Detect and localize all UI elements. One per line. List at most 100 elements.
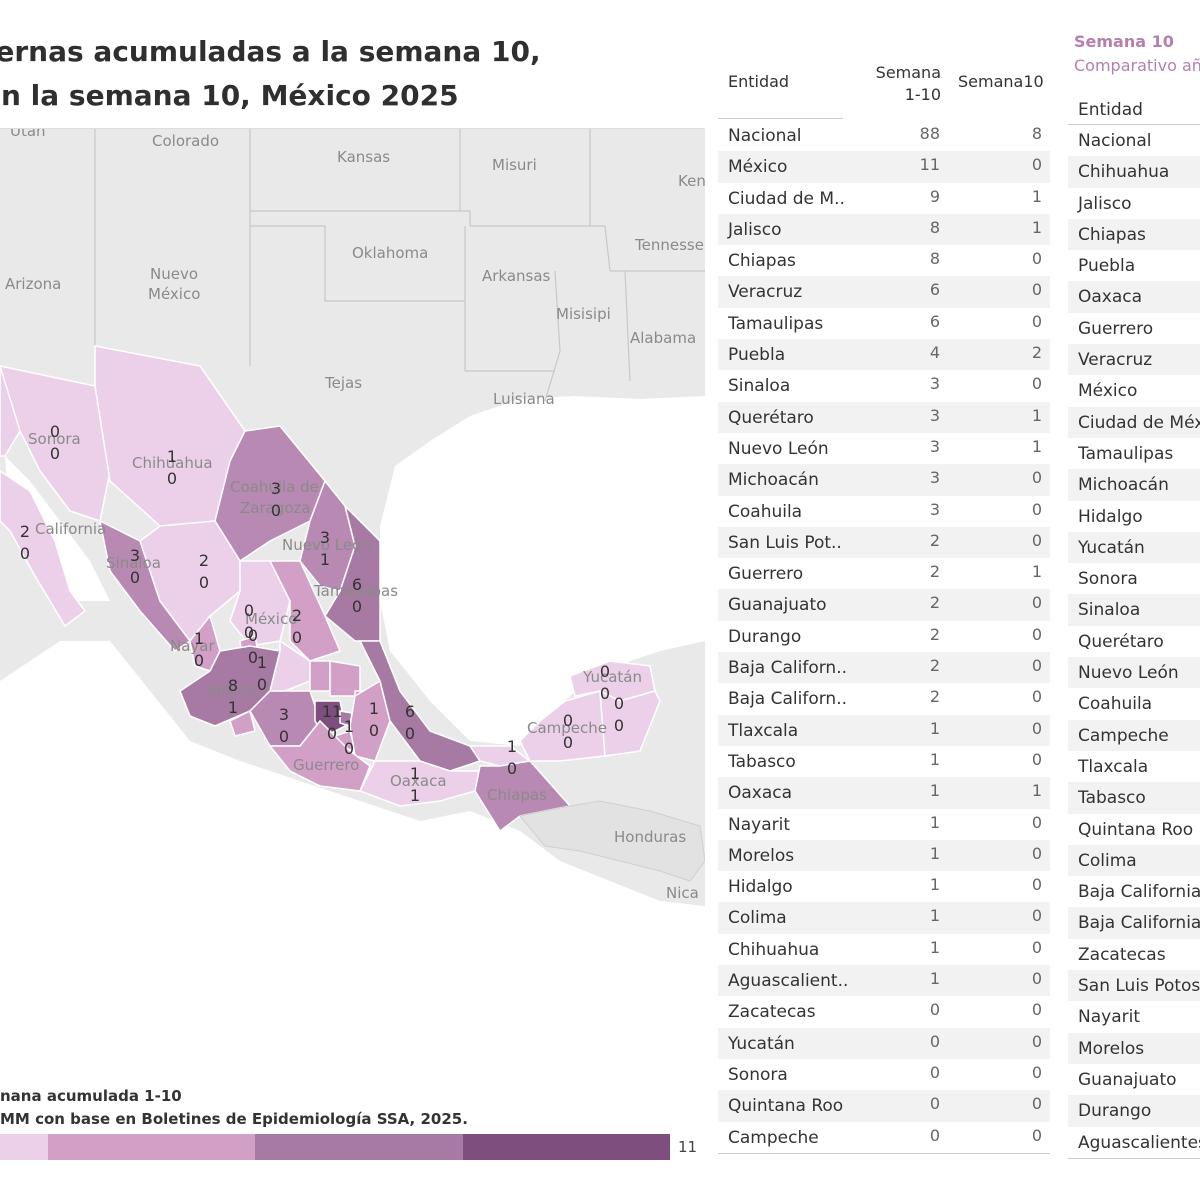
table-row[interactable]: México 11 0 (718, 151, 1050, 183)
table-row[interactable]: Morelos 1 0 (718, 839, 1050, 872)
table-row[interactable]: Nuevo León 3 1 (718, 433, 1050, 464)
comparison-row[interactable]: Querétaro (1068, 626, 1200, 657)
comparison-row-entity: Tamaulipas (1078, 443, 1174, 464)
comparison-row[interactable]: Hidalgo (1068, 501, 1200, 532)
comparison-row[interactable]: Tabasco (1068, 782, 1200, 814)
comparison-entity-header[interactable]: Entidad (1078, 100, 1143, 120)
comparison-row[interactable]: Campeche (1068, 719, 1200, 751)
choropleth-map[interactable]: Utah Colorado Kansas Misuri Ken Oklahoma Tenne… (0, 128, 705, 1064)
table-row[interactable]: Yucatán 0 0 (718, 1027, 1050, 1059)
table-row[interactable]: Sonora 0 0 (718, 1059, 1050, 1090)
comparison-row[interactable]: Ciudad de Méxi (1068, 406, 1200, 438)
state-value-sem10: 0 (327, 724, 337, 743)
state-quintana-roo[interactable] (599, 689, 661, 757)
comparison-row[interactable]: Coahuila (1068, 688, 1200, 719)
table-row[interactable]: Guanajuato 2 0 (718, 589, 1050, 621)
map-region-label: Misisipi (556, 305, 611, 323)
comparison-row-entity: Oaxaca (1078, 287, 1143, 308)
state-baja-california-sur[interactable] (0, 470, 87, 628)
comparison-row[interactable]: Michoacán (1068, 469, 1200, 501)
table-row[interactable]: Zacatecas 0 0 (718, 996, 1050, 1027)
comparison-row[interactable]: Baja California (1068, 907, 1200, 939)
state-queretaro[interactable] (309, 660, 331, 692)
state-coahuila[interactable] (214, 425, 326, 563)
state-colima[interactable] (229, 709, 256, 737)
table-row[interactable]: Coahuila 3 0 (718, 496, 1050, 527)
table-row[interactable]: Oaxaca 1 1 (718, 777, 1050, 809)
col-sem-1-10-header[interactable]: Semana 1-10 (873, 62, 941, 106)
table-row[interactable]: Aguascalient.. 1 0 (718, 965, 1050, 997)
table-row[interactable]: Chihuahua 1 0 (718, 934, 1050, 965)
table-row[interactable]: Tlaxcala 1 0 (718, 714, 1050, 746)
map-region-label: Tennesse (634, 236, 704, 254)
row-entity: Durango (728, 626, 802, 647)
table-row[interactable]: Baja Californ.. 2 0 (718, 652, 1050, 684)
comparison-row[interactable]: Zacatecas (1068, 939, 1200, 970)
row-entity: Puebla (728, 345, 786, 366)
table-row[interactable]: Guerrero 2 1 (718, 558, 1050, 589)
table-row[interactable]: Jalisco 8 1 (718, 213, 1050, 246)
table-row[interactable]: Colima 1 0 (718, 902, 1050, 934)
table-row[interactable]: San Luis Pot.. 2 0 (718, 526, 1050, 559)
state-guerrero[interactable] (268, 719, 371, 792)
row-sem-1-10: 6 (929, 311, 940, 331)
table-row[interactable]: Puebla 4 2 (718, 339, 1050, 371)
table-rows: Nacional 88 8 México 11 0 Ciudad de M.. 9 1 Ja… (718, 120, 1050, 1153)
comparison-row-entity: Ciudad de Méxi (1078, 412, 1200, 433)
comparison-row[interactable]: Quintana Roo (1068, 814, 1200, 845)
table-row[interactable]: Sinaloa 3 0 (718, 370, 1050, 401)
comparison-row[interactable]: Oaxaca (1068, 281, 1200, 313)
comparison-row[interactable]: Morelos (1068, 1032, 1200, 1064)
table-row[interactable]: Campeche 0 0 (718, 1122, 1050, 1153)
map-svg[interactable]: Utah Colorado Kansas Misuri Ken Oklahoma Tenne… (0, 129, 705, 1064)
mexico-states[interactable] (0, 345, 661, 833)
comparison-table: Semana 10 Comparativo añ Entidad Naciona… (1068, 0, 1200, 1200)
comparison-row[interactable]: Tamaulipas (1068, 438, 1200, 469)
comparison-row[interactable]: México (1068, 375, 1200, 406)
row-sem-1-10: 0 (929, 1000, 940, 1020)
comparison-row[interactable]: Guanajuato (1068, 1064, 1200, 1095)
comparison-row[interactable]: Colima (1068, 844, 1200, 877)
state-campeche[interactable] (519, 690, 606, 762)
comparison-row[interactable]: Aguascalientes (1068, 1127, 1200, 1158)
col-entity-header[interactable]: Entidad (728, 72, 790, 91)
table-row[interactable]: Nacional 88 8 (718, 120, 1050, 151)
table-row[interactable]: Querétaro 3 1 (718, 401, 1050, 433)
comparison-row[interactable]: Tlaxcala (1068, 751, 1200, 782)
table-row[interactable]: Quintana Roo 0 0 (718, 1090, 1050, 1122)
comparison-row[interactable]: Puebla (1068, 250, 1200, 281)
comparison-row[interactable]: Veracruz (1068, 344, 1200, 376)
comparison-row[interactable]: Jalisco (1068, 188, 1200, 219)
comparison-row[interactable]: San Luis Potosí (1068, 970, 1200, 1002)
table-row[interactable]: Baja Californ.. 2 0 (718, 683, 1050, 714)
row-sem-1-10: 1 (929, 969, 940, 989)
comparison-row[interactable]: Nuevo León (1068, 657, 1200, 689)
comparison-row[interactable]: Nacional (1068, 125, 1200, 156)
table-row[interactable]: Veracruz 6 0 (718, 276, 1050, 308)
comparison-row[interactable]: Chihuahua (1068, 156, 1200, 188)
comparison-row[interactable]: Chiapas (1068, 218, 1200, 251)
comparison-row[interactable]: Baja California (1068, 876, 1200, 907)
comparison-row[interactable]: Durango (1068, 1095, 1200, 1127)
table-row[interactable]: Tamaulipas 6 0 (718, 308, 1050, 339)
table-row[interactable]: Durango 2 0 (718, 621, 1050, 652)
table-row[interactable]: Chiapas 8 0 (718, 245, 1050, 276)
comparison-row[interactable]: Sinaloa (1068, 594, 1200, 626)
table-row[interactable]: Michoacán 3 0 (718, 464, 1050, 496)
comparison-row[interactable]: Sonora (1068, 563, 1200, 594)
table-row[interactable]: Hidalgo 1 0 (718, 871, 1050, 902)
table-row[interactable]: Nayarit 1 0 (718, 809, 1050, 840)
table-row[interactable]: Tabasco 1 0 (718, 746, 1050, 777)
state-tamaulipas[interactable] (324, 503, 381, 642)
row-sem10: 0 (1031, 656, 1042, 676)
state-value-sem10: 0 (292, 628, 302, 647)
state-san-luis-potosi[interactable] (268, 560, 342, 662)
comparison-row[interactable]: Nayarit (1068, 1001, 1200, 1032)
comparison-row[interactable]: Yucatán (1068, 531, 1200, 564)
col-sem10-header[interactable]: Semana10 (958, 72, 1044, 91)
state-value-sem10: 0 (405, 724, 415, 743)
state-value-sem-1-10: 0 (50, 422, 60, 441)
row-sem-1-10: 1 (929, 781, 940, 801)
table-row[interactable]: Ciudad de M.. 9 1 (718, 183, 1050, 214)
comparison-row[interactable]: Guerrero (1068, 313, 1200, 344)
